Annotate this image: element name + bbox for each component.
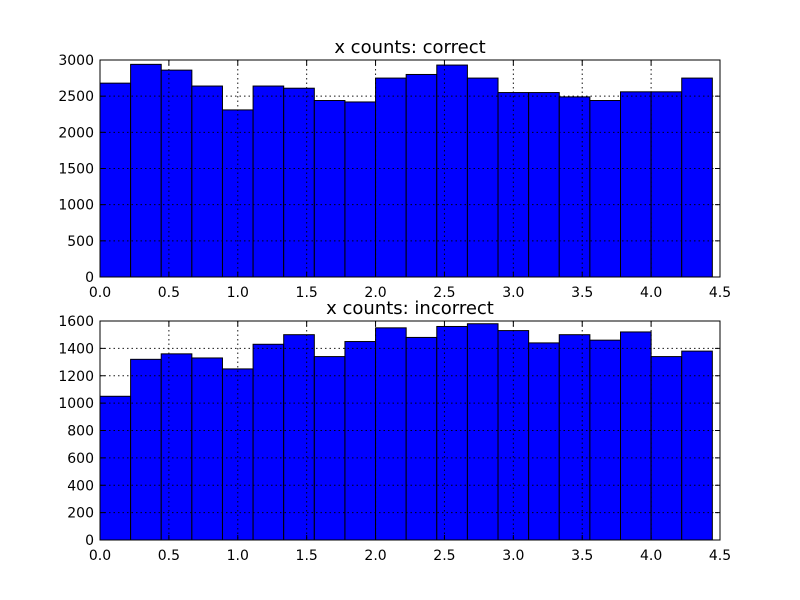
incorrect-bar-10: [405, 336, 438, 541]
correct-bar-19: [681, 77, 713, 278]
correct-y-tick-label: 1000: [58, 198, 94, 214]
incorrect-bar-1: [130, 358, 162, 541]
correct-bar-11: [436, 64, 468, 278]
incorrect-bar-11: [436, 325, 468, 541]
correct-x-tick-label: 1.5: [296, 285, 318, 301]
correct-y-tick-label: 2000: [58, 125, 94, 141]
correct-bar-17: [619, 91, 652, 278]
correct-x-tick-label: 3.5: [571, 285, 593, 301]
correct-bar-5: [252, 85, 285, 278]
correct-y-tick-label: 2500: [58, 89, 94, 105]
correct-y-tick-label: 1500: [58, 162, 94, 178]
incorrect-bar-5: [252, 343, 285, 541]
incorrect-bar-0: [99, 395, 132, 541]
correct-x-tick-label: 3.0: [502, 285, 524, 301]
correct-x-tick-label: 1.0: [227, 285, 249, 301]
correct-x-tick-label: 2.5: [433, 285, 455, 301]
correct-y-tick-label: 500: [67, 234, 94, 250]
incorrect-x-tick-label: 1.5: [296, 548, 318, 564]
correct-bar-7: [313, 100, 346, 278]
incorrect-y-tick-label: 1600: [58, 314, 94, 330]
incorrect-x-tick-label: 4.5: [709, 548, 731, 564]
incorrect-bar-18: [650, 356, 683, 541]
correct-bar-12: [466, 77, 499, 278]
correct-bar-6: [283, 87, 315, 278]
incorrect-x-tick-label: 0.5: [158, 548, 180, 564]
incorrect-bar-6: [283, 334, 315, 541]
incorrect-x-tick-label: 3.0: [502, 548, 524, 564]
correct-bar-8: [344, 101, 377, 278]
correct-bar-9: [375, 77, 407, 278]
correct-x-tick-label: 0.0: [89, 285, 111, 301]
incorrect-y-tick-label: 1000: [58, 396, 94, 412]
correct-bar-16: [589, 100, 621, 278]
incorrect-x-tick-label: 2.5: [433, 548, 455, 564]
incorrect-bar-16: [589, 339, 621, 541]
correct-bar-14: [528, 92, 560, 278]
incorrect-chart-title: x counts: incorrect: [326, 298, 494, 319]
incorrect-x-tick-label: 2.0: [364, 548, 386, 564]
correct-x-tick-label: 4.0: [640, 285, 662, 301]
correct-bar-10: [405, 73, 438, 278]
correct-bar-0: [99, 82, 132, 278]
correct-bar-1: [130, 63, 162, 278]
incorrect-counts-panel: 0.0 0.5 1.0 1.5 2.0 2.5 3.0 3.5 4.0 4.5 0 200 400 600…: [58, 298, 731, 564]
incorrect-bar-12: [466, 323, 499, 541]
incorrect-bar-14: [528, 342, 560, 541]
incorrect-bar-19: [681, 350, 713, 541]
incorrect-x-tick-label: 1.0: [227, 548, 249, 564]
correct-x-tick-label: 0.5: [158, 285, 180, 301]
correct-bar-3: [191, 85, 223, 278]
correct-bar-2: [160, 69, 193, 278]
incorrect-y-tick-label: 400: [67, 478, 94, 494]
incorrect-y-tick-label: 1400: [58, 341, 94, 357]
correct-bar-4: [221, 109, 254, 278]
correct-counts-panel: 0.0 0.5 1.0 1.5 2.0 2.5 3.0 3.5 4.0 4.5 0 500 1000 15…: [58, 37, 731, 301]
incorrect-bar-2: [160, 353, 193, 541]
correct-y-tick-label: 3000: [58, 53, 94, 69]
incorrect-bar-8: [344, 341, 377, 541]
correct-x-tick-label: 2.0: [364, 285, 386, 301]
incorrect-y-tick-label: 600: [67, 451, 94, 467]
correct-x-tick-label: 4.5: [709, 285, 731, 301]
incorrect-y-tick-label: 800: [67, 424, 94, 440]
incorrect-bar-3: [191, 357, 223, 541]
incorrect-bar-17: [619, 331, 652, 541]
incorrect-y-tick-label: 0: [85, 533, 94, 549]
correct-chart-title: x counts: correct: [334, 37, 485, 58]
correct-bar-15: [558, 96, 591, 278]
correct-bar-18: [650, 91, 683, 278]
correct-y-tick-label: 0: [85, 270, 94, 286]
incorrect-x-tick-label: 4.0: [640, 548, 662, 564]
incorrect-bar-9: [375, 327, 407, 541]
incorrect-bar-15: [558, 334, 591, 541]
incorrect-y-tick-label: 200: [67, 506, 94, 522]
incorrect-x-tick-label: 3.5: [571, 548, 593, 564]
incorrect-x-tick-label: 0.0: [89, 548, 111, 564]
incorrect-bar-4: [221, 368, 254, 541]
incorrect-y-tick-label: 1200: [58, 369, 94, 385]
